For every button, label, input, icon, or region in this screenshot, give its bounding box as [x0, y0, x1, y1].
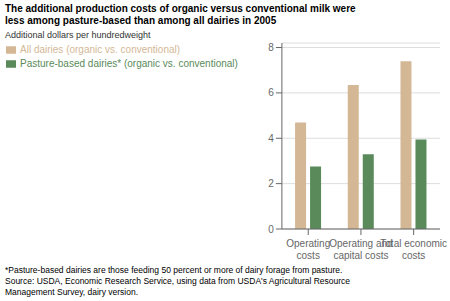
html-text:*Pasture-based dairies are tho: *Pasture-based dairies are those feeding… — [5, 265, 343, 275]
svg-text:Operatingcosts: Operatingcosts — [286, 238, 330, 261]
html-text:Pasture-based dairies* (organi: Pasture-based dairies* (organic vs. conv… — [20, 58, 238, 69]
svg-text:0: 0 — [268, 224, 274, 235]
svg-text:2: 2 — [268, 178, 274, 189]
html-text:The additional production cost: The additional production costs of organ… — [5, 3, 356, 14]
html-text:Source: USDA, Economic Researc: Source: USDA, Economic Research Service,… — [5, 276, 351, 286]
svg-text:4: 4 — [268, 133, 274, 144]
html-text:All dairies (organic vs. conve: All dairies (organic vs. conventional) — [20, 44, 181, 55]
html-text:Additional dollars per hundred: Additional dollars per hundredweight — [5, 30, 151, 40]
html-text:Operating and: Operating and — [329, 238, 393, 249]
svg-text:6: 6 — [268, 87, 274, 98]
svg-text:Total economiccosts: Total economiccosts — [380, 238, 442, 261]
html-text:less among pasture-based than: less among pasture-based than among all … — [5, 15, 277, 26]
html-text:Management Survey, dairy versi: Management Survey, dairy version. — [5, 287, 139, 297]
html-text:capital costs: capital costs — [333, 250, 389, 261]
svg-text:8: 8 — [268, 42, 274, 53]
